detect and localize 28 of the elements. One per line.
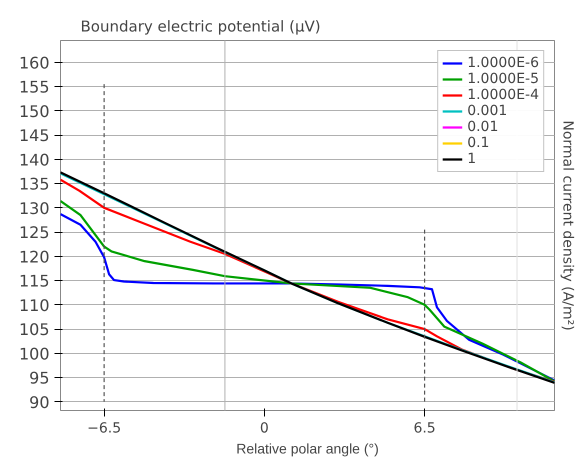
y2-axis-title: Normal current density (A/m²) [560,120,576,331]
y-tick-label: 125 [18,223,50,242]
legend-label: 1.0000E-6 [467,55,539,71]
y-tick-label: 155 [18,78,50,97]
y-tick-label: 160 [18,53,50,72]
y-tick-label: 95 [29,368,50,388]
y-tick-label: 115 [18,272,50,291]
legend-label: 1 [467,151,478,167]
y-tick-label: 100 [18,344,50,364]
legend-label: 1.0000E-4 [467,87,539,103]
y-tick-label: 140 [18,150,50,170]
legend-label: 0.01 [467,119,498,135]
y-tick-label: 110 [18,296,50,315]
legend-label: 0.001 [467,103,508,119]
y-tick-label: 90 [29,392,50,412]
y-tick-label: 130 [18,198,50,218]
x-tick-label: 0 [260,420,269,436]
y-tick-label: 150 [18,102,50,121]
y-tick-label: 145 [18,126,50,146]
y-tick-label: 105 [18,320,50,340]
chart-title: Boundary electric potential (μV) [80,18,321,36]
legend-label: 1.0000E-5 [467,71,539,87]
y-tick-label: 120 [18,247,50,266]
x-axis-title: Relative polar angle (°) [236,440,379,456]
legend-label: 0.1 [467,135,490,151]
y-tick-label: 135 [18,174,50,194]
x-tick-label: 6.5 [413,420,436,436]
x-tick-label: −6.5 [87,420,122,436]
